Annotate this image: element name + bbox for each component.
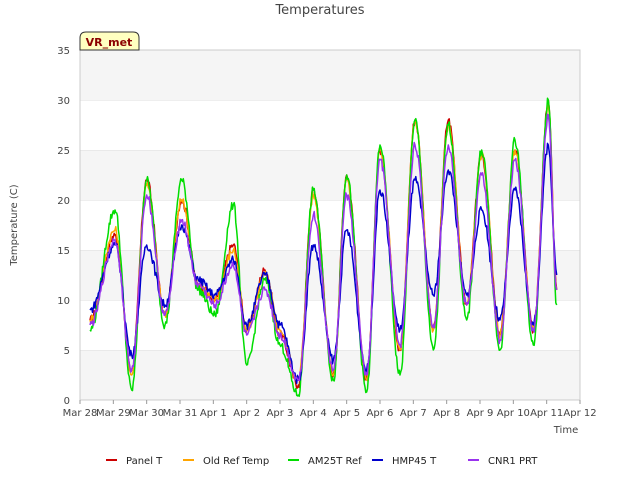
grid-band — [80, 50, 580, 100]
y-tick-label: 25 — [57, 146, 70, 157]
plot-area — [79, 49, 581, 401]
y-tick-label: 30 — [57, 96, 70, 107]
y-tick-label: 15 — [57, 246, 70, 257]
y-tick-label: 35 — [57, 46, 70, 57]
x-tick-label: Apr 7 — [400, 408, 427, 419]
station-badge-box — [79, 31, 140, 51]
y-tick-label: 0 — [64, 396, 70, 407]
x-tick-label: Apr 6 — [367, 408, 394, 419]
grid-band — [80, 200, 580, 250]
y-tick-label: 10 — [57, 296, 70, 307]
x-tick-label: Apr 9 — [467, 408, 494, 419]
legend-label: Panel T — [126, 456, 163, 467]
x-tick-label: Apr 11 — [530, 408, 563, 419]
grid-band — [80, 150, 580, 200]
x-tick-label: Mar 28 — [63, 408, 98, 419]
x-tick-label: Apr 2 — [233, 408, 260, 419]
legend-label: Old Ref Temp — [203, 456, 269, 467]
grid-bands — [80, 49, 580, 400]
y-tick-label: 20 — [57, 196, 70, 207]
x-tick-label: Mar 30 — [129, 408, 164, 419]
legend: Panel T Old Ref Temp AM25T Ref HMP45 T CNR1 … — [106, 456, 538, 467]
y-axis-label: Temperature (C) — [9, 184, 20, 266]
x-tick-label: Apr 8 — [433, 408, 460, 419]
grid-band — [80, 100, 580, 150]
legend-label: AM25T Ref — [308, 456, 362, 467]
x-tick-label: Mar 31 — [163, 408, 198, 419]
series-lines — [89, 97, 558, 398]
grid-band — [80, 250, 580, 300]
x-axis-label: Time — [553, 425, 578, 436]
x-tick-label: Apr 12 — [563, 408, 596, 419]
station-badge: VR_met — [79, 31, 140, 51]
x-tick-label: Apr 10 — [497, 408, 530, 419]
chart-title: Temperatures — [274, 3, 364, 18]
station-badge-label: VR_met — [86, 36, 133, 49]
x-tick-label: Apr 4 — [300, 408, 327, 419]
legend-label: HMP45 T — [392, 456, 437, 467]
x-tick-label: Apr 3 — [267, 408, 294, 419]
x-tick-label: Mar 29 — [96, 408, 131, 419]
x-tick-label: Apr 1 — [200, 408, 227, 419]
series-line-cnr1-prt — [89, 113, 558, 382]
y-tick-label: 5 — [64, 346, 70, 357]
y-axis-ticks: 0 5 10 15 20 25 30 35 — [57, 46, 70, 407]
legend-label: CNR1 PRT — [488, 456, 538, 467]
x-tick-label: Apr 5 — [333, 408, 360, 419]
